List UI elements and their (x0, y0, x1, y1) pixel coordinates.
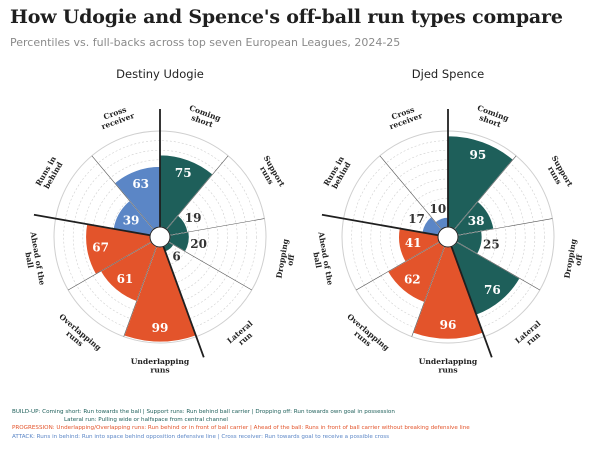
spoke (123, 246, 157, 337)
legend-build-up-text2: Lateral run: Pulling wide or halfspace f… (64, 417, 228, 424)
center-hole (149, 226, 171, 248)
spoke (169, 218, 265, 236)
spoke (411, 246, 445, 337)
legend-attack-tag: ATTACK: (12, 433, 35, 440)
category-label-underlapping-runs: Underlapping runs (419, 357, 478, 375)
category-label-dropping-off: Droppingoff (562, 237, 586, 280)
category-label-cross-receiver: Crossreceiver (97, 103, 136, 132)
player-name: Djed Spence (412, 67, 484, 81)
category-label-coming-short: Comingshort (473, 103, 511, 131)
value-label: 99 (152, 321, 169, 335)
category-label-cross-receiver: Crossreceiver (385, 103, 424, 132)
value-label: 10 (430, 202, 447, 216)
value-label: 17 (408, 212, 425, 226)
group-divider (33, 213, 151, 237)
category-label-dropping-off: Droppingoff (274, 237, 298, 280)
spoke (456, 241, 540, 291)
grid-ring (399, 188, 497, 286)
value-label: 19 (185, 211, 202, 225)
value-label: 75 (175, 166, 192, 180)
category-label-runs-in-behind: Runs inbehind (34, 154, 66, 191)
group-divider (162, 246, 205, 358)
category-label-overlapping-runs: Overlappingruns (340, 312, 392, 359)
chart-subtitle: Percentiles vs. full-backs across top se… (10, 36, 401, 49)
polar-chart-djed-spence: Djed Spence 95 38 25 76 96 62 41 17 10 Comingshort… (308, 67, 586, 375)
value-label: 20 (190, 237, 207, 251)
player-name: Destiny Udogie (116, 67, 204, 81)
category-label-lateral-run: Lateralrun (513, 319, 548, 352)
spoke (91, 155, 154, 230)
group-divider (450, 246, 493, 358)
category-label-underlapping-runs: Underlapping runs (131, 357, 190, 375)
value-label: 61 (117, 272, 134, 286)
category-label-overlapping-runs: Overlappingruns (52, 312, 104, 359)
category-label-support-runs: Supportruns (254, 154, 287, 193)
legend-progression-tag: PROGRESSION: (12, 425, 55, 432)
category-label-ahead-of-the-ball: Ahead of theball (308, 230, 335, 287)
category-label-lateral-run: Lateralrun (225, 319, 260, 352)
grid-ring (380, 169, 516, 305)
center-hole (437, 226, 459, 248)
category-label-runs-in-behind: Runs inbehind (322, 154, 354, 191)
value-label: 76 (484, 283, 501, 297)
legend-attack: ATTACK: Runs in behind: Run into space b… (12, 433, 592, 441)
legend-build-up: BUILD-UP: Coming short: Run towards the … (12, 408, 592, 416)
category-label-coming-short: Comingshort (185, 103, 223, 131)
value-label: 41 (405, 236, 422, 250)
category-label-support-runs: Supportruns (542, 154, 575, 193)
value-label: 67 (92, 240, 109, 254)
value-label: 96 (440, 318, 457, 332)
group-divider (321, 213, 439, 237)
grid-ring (111, 188, 209, 286)
legend-build-up-line2: Lateral run: Pulling wide or halfspace f… (12, 416, 592, 424)
value-label: 38 (468, 214, 485, 228)
spoke (454, 155, 517, 230)
value-label: 39 (123, 213, 140, 227)
legend-build-up-tag: BUILD-UP: (12, 409, 41, 415)
value-label: 25 (483, 238, 500, 252)
legend: BUILD-UP: Coming short: Run towards the … (12, 408, 592, 441)
spoke (379, 155, 442, 230)
spoke (457, 218, 553, 236)
legend-build-up-text: Coming short: Run towards the ball | Sup… (40, 409, 395, 415)
legend-progression-text: Underlapping/Overlapping runs: Run behin… (54, 425, 470, 432)
category-label-ahead-of-the-ball: Ahead of theball (20, 230, 47, 287)
legend-progression: PROGRESSION: Underlapping/Overlapping ru… (12, 424, 592, 432)
spoke (166, 155, 229, 230)
value-label: 62 (404, 273, 421, 287)
spoke (68, 241, 152, 291)
polar-chart-destiny-udogie: Destiny Udogie 75 19 20 6 99 61 67 39 63 Comingsho… (20, 67, 298, 375)
value-label: 63 (132, 177, 149, 191)
spoke (356, 241, 440, 291)
legend-attack-text: Runs in behind: Run into space behind op… (34, 433, 390, 440)
value-label: 6 (172, 250, 180, 264)
value-label: 95 (469, 148, 486, 162)
spoke (168, 241, 252, 291)
chart-title: How Udogie and Spence's off-ball run typ… (10, 6, 563, 28)
